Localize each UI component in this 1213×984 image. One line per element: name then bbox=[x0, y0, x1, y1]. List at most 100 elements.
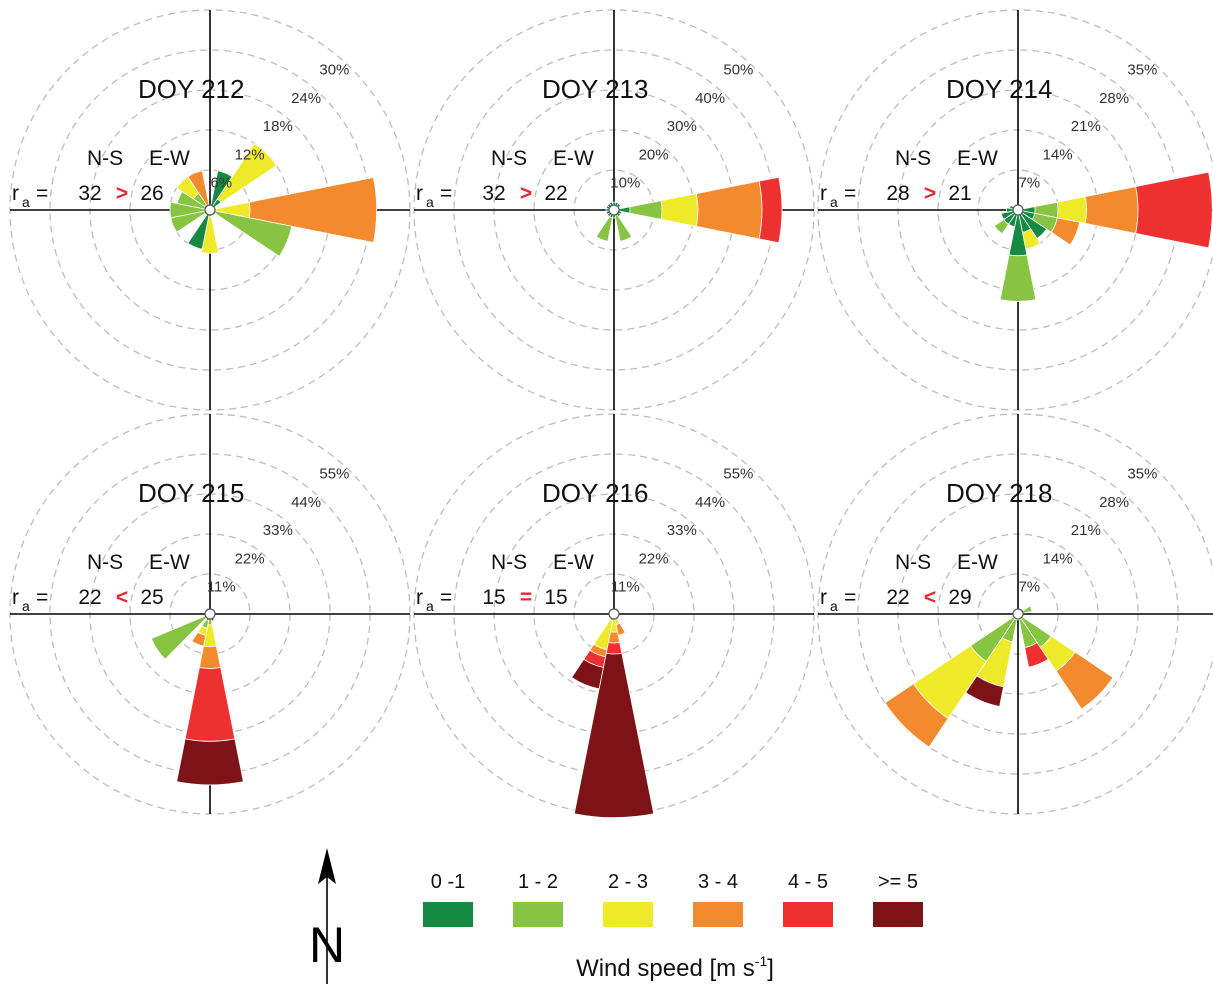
center-marker bbox=[204, 608, 216, 620]
north-arrow: N bbox=[309, 848, 345, 984]
legend-swatch bbox=[783, 902, 833, 927]
col-ew-label: E-W bbox=[957, 551, 998, 574]
legend-item: 1 - 2 bbox=[513, 871, 563, 927]
ring-label: 55% bbox=[319, 466, 349, 483]
col-ew-label: E-W bbox=[149, 147, 190, 170]
ra-symbol: r bbox=[416, 182, 423, 205]
sector-wedge bbox=[176, 738, 244, 786]
sector-wedge bbox=[216, 142, 278, 204]
legend-item: 4 - 5 bbox=[783, 871, 833, 927]
ring-label: 30% bbox=[319, 62, 349, 79]
ra-comparison: < bbox=[924, 586, 936, 609]
col-ew-label: E-W bbox=[553, 551, 594, 574]
center-marker bbox=[204, 204, 216, 216]
col-ns-label: N-S bbox=[87, 551, 123, 574]
ring-label: 7% bbox=[1018, 175, 1040, 192]
wind-rose-panel: 11% 22% 33% 44% 55% DOY 216 N-S E-W r a = 15 = 15 bbox=[413, 413, 815, 818]
ring-label: 22% bbox=[235, 550, 265, 567]
sector-wedge bbox=[758, 176, 783, 244]
ring-label: 18% bbox=[263, 118, 293, 135]
sector-wedge bbox=[1135, 171, 1213, 249]
center-marker bbox=[608, 608, 620, 620]
panel-title: DOY 213 bbox=[542, 74, 648, 104]
sector-wedge bbox=[150, 613, 211, 660]
ra-equals: = bbox=[844, 586, 856, 609]
col-ns-label: N-S bbox=[491, 147, 527, 170]
sectors bbox=[169, 142, 377, 257]
panel-title: DOY 216 bbox=[542, 478, 648, 508]
ring-label: 33% bbox=[263, 522, 293, 539]
sector-wedge bbox=[191, 631, 207, 647]
sectors bbox=[571, 613, 655, 818]
ra-ew-value: 25 bbox=[140, 586, 163, 609]
ra-subscript: a bbox=[830, 598, 838, 614]
ra-subscript: a bbox=[426, 598, 434, 614]
ring-label: 24% bbox=[291, 90, 321, 107]
legend-swatch bbox=[873, 902, 923, 927]
legend-swatch bbox=[693, 902, 743, 927]
panel-title: DOY 218 bbox=[946, 478, 1052, 508]
ring-label: 12% bbox=[235, 146, 265, 163]
ra-symbol: r bbox=[12, 182, 19, 205]
north-arrow-icon bbox=[318, 848, 336, 884]
ra-symbol: r bbox=[820, 586, 827, 609]
sector-wedge bbox=[993, 218, 1010, 235]
sector-wedge bbox=[573, 652, 655, 818]
legend: 0 -1 1 - 2 2 - 3 3 - 4 4 - 5 >= 5 bbox=[423, 871, 923, 927]
ra-equals: = bbox=[36, 182, 48, 205]
col-ew-label: E-W bbox=[957, 147, 998, 170]
legend-item: >= 5 bbox=[873, 871, 923, 927]
ra-comparison: > bbox=[116, 182, 128, 205]
ring-label: 14% bbox=[1043, 550, 1073, 567]
sector-wedge bbox=[248, 177, 377, 243]
ra-ew-value: 22 bbox=[544, 182, 567, 205]
sector-wedge bbox=[884, 683, 949, 748]
ring-label: 28% bbox=[1099, 494, 1129, 511]
ra-ew-value: 29 bbox=[948, 586, 971, 609]
legend-title: Wind speed [m s-1] bbox=[576, 953, 774, 982]
col-ew-label: E-W bbox=[553, 147, 594, 170]
ring-label: 35% bbox=[1127, 62, 1157, 79]
sector-wedge bbox=[571, 658, 604, 690]
legend-title-main: Wind speed [m s bbox=[576, 955, 755, 982]
ring-label: 55% bbox=[723, 466, 753, 483]
legend-swatch bbox=[513, 902, 563, 927]
legend-swatch bbox=[603, 902, 653, 927]
sectors bbox=[150, 613, 244, 786]
col-ns-label: N-S bbox=[895, 551, 931, 574]
ring-label: 10% bbox=[610, 175, 640, 192]
ring-label: 14% bbox=[1043, 146, 1073, 163]
panel-title: DOY 212 bbox=[138, 74, 244, 104]
ring-label: 20% bbox=[639, 146, 669, 163]
panel-title: DOY 214 bbox=[946, 74, 1052, 104]
ring-label: 30% bbox=[667, 118, 697, 135]
sector-wedge bbox=[1006, 207, 1019, 213]
ring-label: 22% bbox=[639, 550, 669, 567]
ra-ns-value: 32 bbox=[78, 182, 101, 205]
ring-label: 11% bbox=[611, 579, 640, 596]
ra-symbol: r bbox=[820, 182, 827, 205]
legend-label: 2 - 3 bbox=[608, 871, 648, 893]
ra-equals: = bbox=[844, 182, 856, 205]
sector-wedge bbox=[999, 254, 1037, 302]
ra-symbol: r bbox=[416, 586, 423, 609]
ra-ew-value: 21 bbox=[948, 182, 971, 205]
ra-equals: = bbox=[440, 182, 452, 205]
center-marker bbox=[1012, 204, 1024, 216]
center-marker bbox=[608, 204, 620, 216]
ra-comparison: < bbox=[116, 586, 128, 609]
wind-rose-panel: 10% 20% 30% 40% 50% DOY 213 N-S E-W r a = 32 >22 bbox=[413, 9, 815, 411]
legend-label: 1 - 2 bbox=[518, 871, 558, 893]
col-ns-label: N-S bbox=[491, 551, 527, 574]
panel-title: DOY 215 bbox=[138, 478, 244, 508]
ra-equals: = bbox=[36, 586, 48, 609]
ring-label: 35% bbox=[1127, 466, 1157, 483]
ra-ns-value: 22 bbox=[78, 586, 101, 609]
legend-swatch bbox=[423, 902, 473, 927]
ra-subscript: a bbox=[830, 194, 838, 210]
sector-wedge bbox=[187, 170, 211, 211]
legend-item: 3 - 4 bbox=[693, 871, 743, 927]
sector-wedge bbox=[187, 209, 211, 250]
wind-rose-panel: 7%14% 21% 28% 35% DOY 214 N-S E-W r a = 28 >21 bbox=[817, 9, 1213, 411]
ring-label: 44% bbox=[291, 494, 321, 511]
